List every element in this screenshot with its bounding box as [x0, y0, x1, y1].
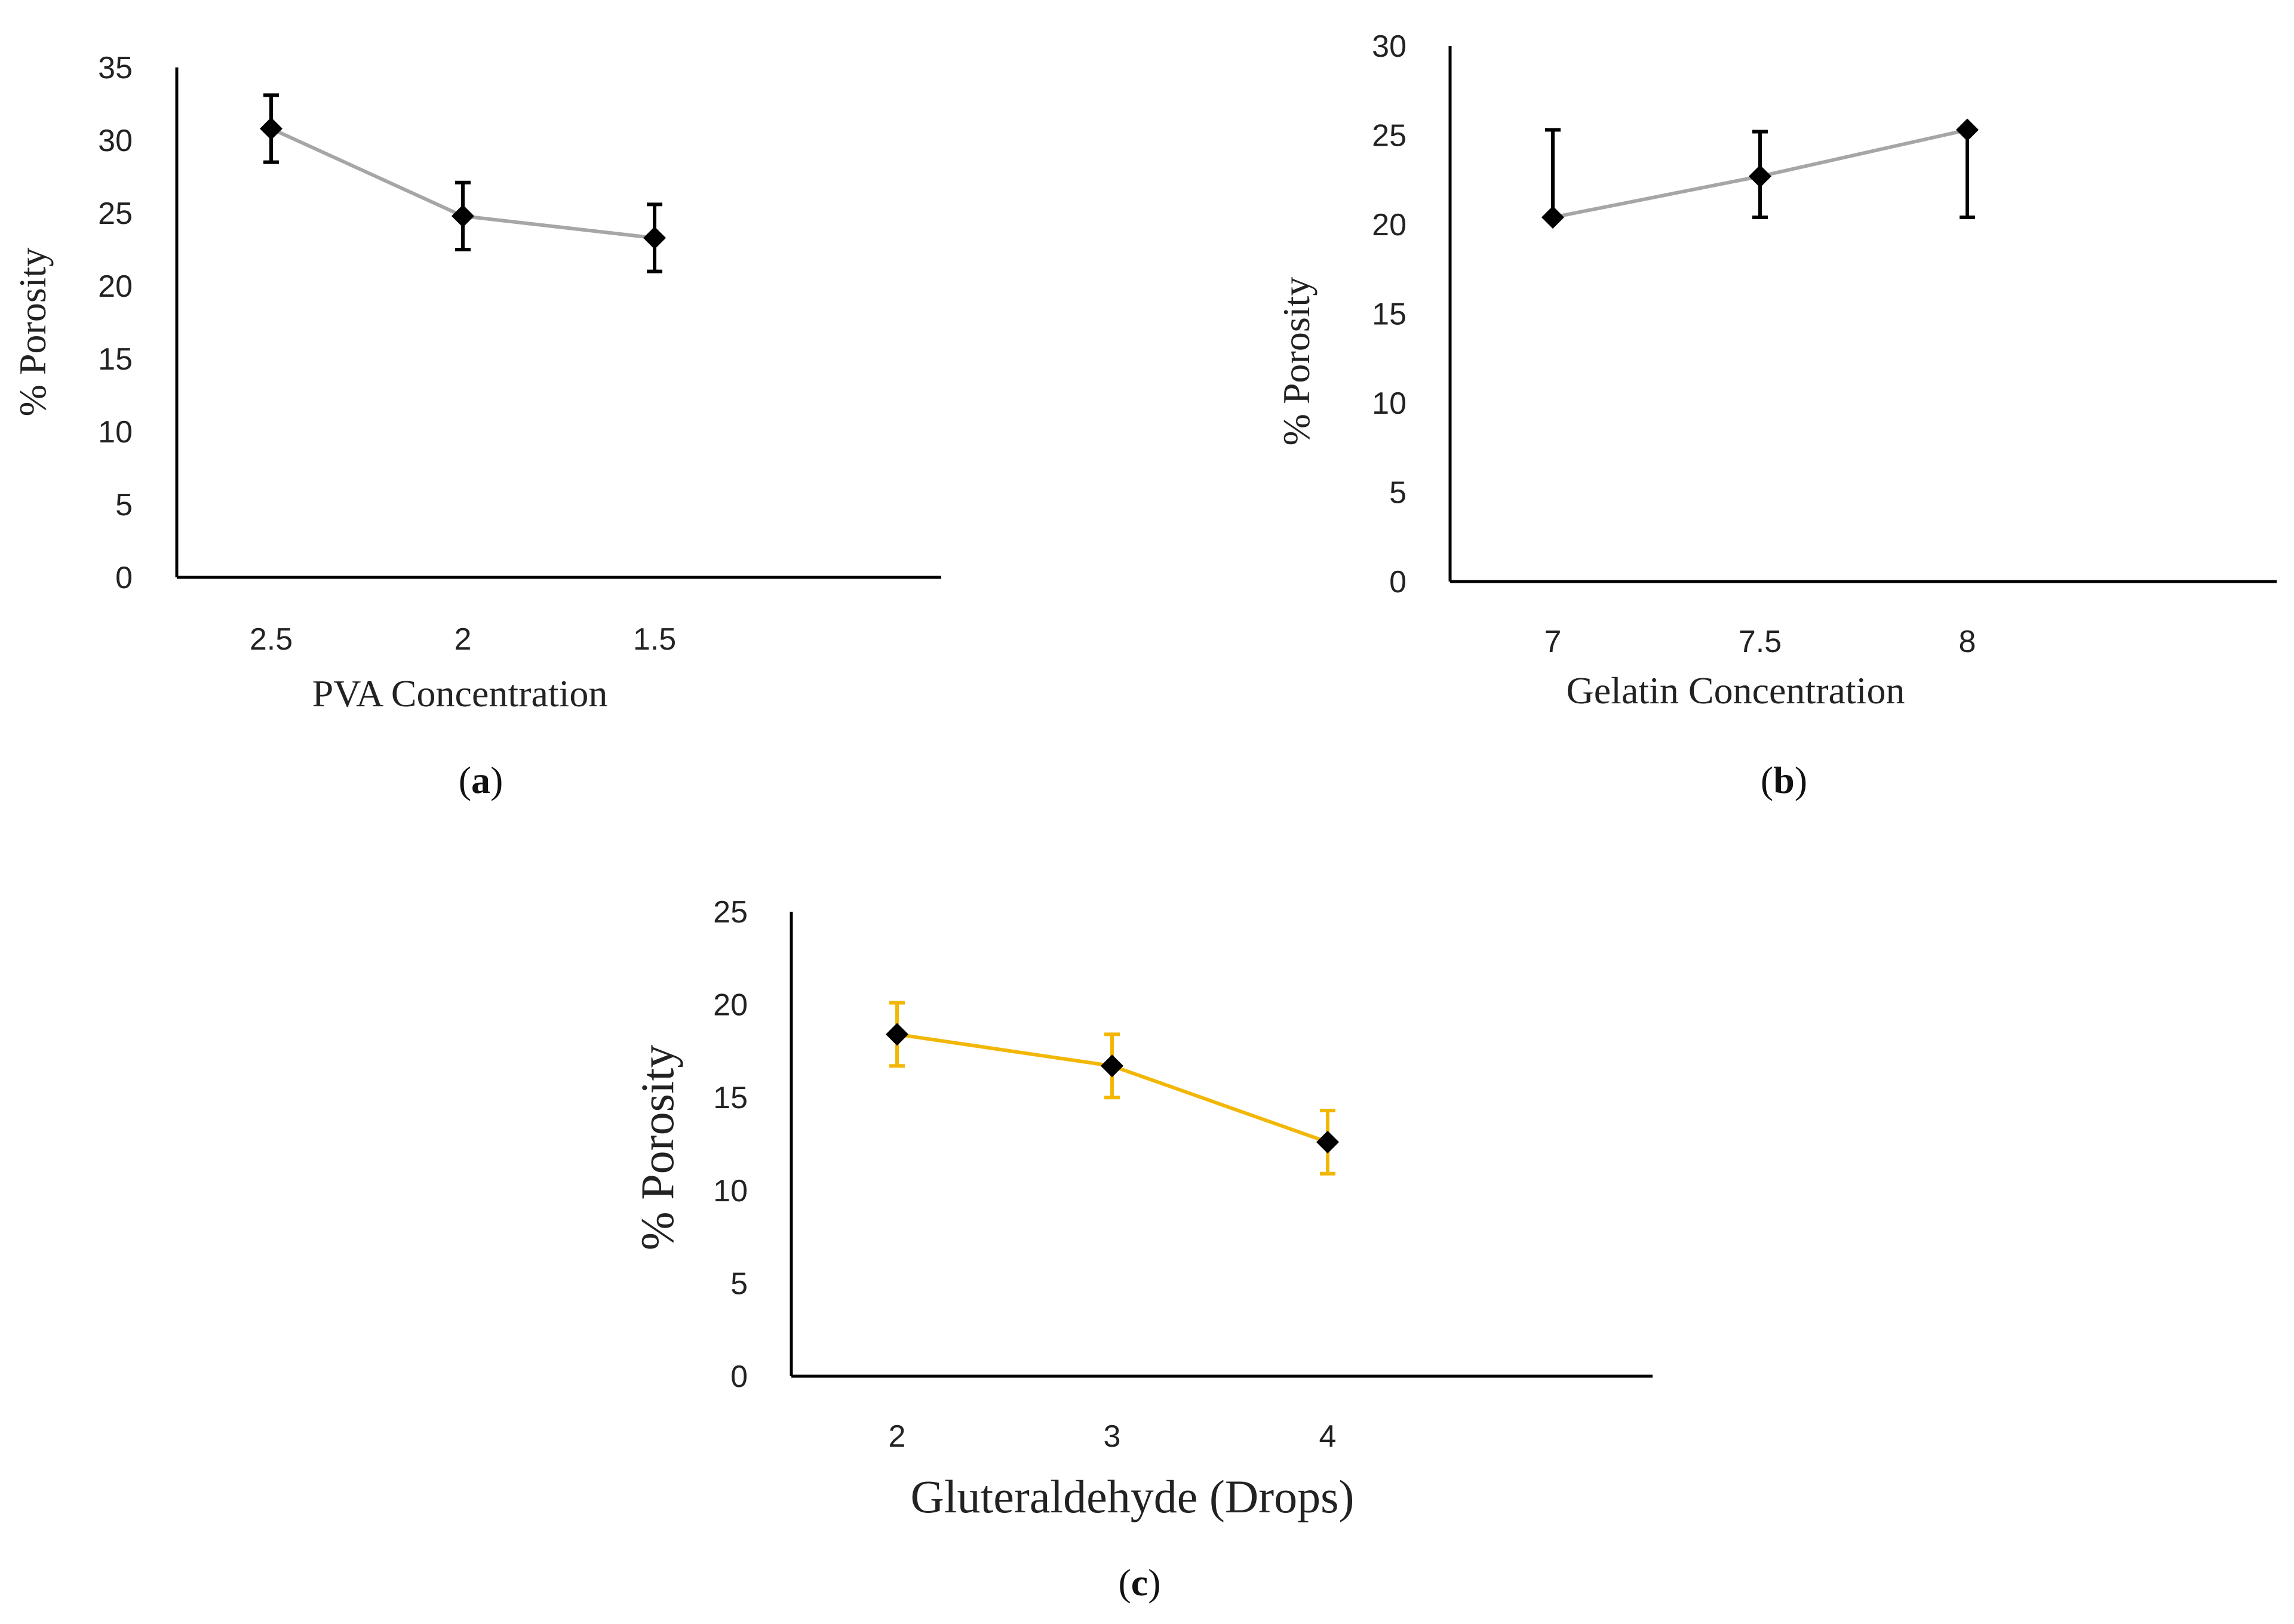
y-tick-label: 30	[1372, 29, 1407, 64]
y-tick-label: 0	[1389, 565, 1407, 599]
data-point-marker	[1749, 165, 1771, 188]
x-axis-title: PVA Concentration	[312, 672, 608, 715]
error-bar	[1960, 130, 1975, 220]
y-axis-title: % Porosity	[11, 248, 54, 417]
x-axis-title: Gelatin Concentration	[1567, 669, 1905, 712]
y-tick-label: 20	[713, 988, 748, 1023]
y-tick-label: 20	[98, 269, 133, 304]
panel-label: (c)	[1118, 1561, 1160, 1604]
x-tick-label: 1.5	[633, 622, 676, 657]
y-tick-label: 10	[713, 1174, 748, 1208]
y-tick-label: 15	[1372, 297, 1407, 332]
data-point-marker	[1101, 1054, 1123, 1078]
x-tick-label: 4	[1319, 1419, 1337, 1454]
data-point-marker	[1316, 1130, 1339, 1154]
chart-b-gelatin-concentration: 0 5 10 15 20 25 30 7 7.5 8 Gelatin Concentration % …	[1275, 29, 2277, 801]
y-tick-label: 10	[1372, 386, 1407, 421]
panel-label: (b)	[1761, 759, 1807, 801]
y-tick-label: 20	[1372, 208, 1407, 242]
y-tick-label: 15	[713, 1081, 748, 1115]
y-tick-label: 35	[98, 51, 133, 85]
y-tick-label: 10	[98, 415, 133, 450]
y-tick-label: 0	[115, 561, 133, 595]
data-point-marker	[452, 204, 474, 227]
x-tick-label: 3	[1104, 1419, 1121, 1454]
data-point-marker	[1956, 118, 1979, 142]
x-tick-label: 2	[889, 1419, 906, 1454]
x-tick-label: 7	[1544, 625, 1562, 659]
panel-label-letter: a	[471, 759, 490, 801]
y-tick-label: 5	[1389, 476, 1407, 510]
x-axis-title: Gluteraldehyde (Drops)	[911, 1471, 1355, 1522]
y-tick-label: 0	[730, 1360, 748, 1394]
y-tick-label: 5	[115, 488, 133, 522]
panel-label-letter: b	[1773, 759, 1795, 801]
data-point-marker	[1541, 206, 1564, 229]
panel-label-close-paren: )	[490, 759, 503, 801]
chart-a-pva-concentration: 0 5 10 15 20 25 30 35 2.5 2 1.5 PVA Concentration % …	[11, 51, 941, 801]
panel-label-letter: c	[1131, 1561, 1148, 1604]
x-tick-label: 7.5	[1739, 625, 1782, 659]
data-point-marker	[643, 226, 666, 250]
panel-label: (a)	[459, 759, 503, 801]
panel-label-open-paren: (	[459, 759, 471, 801]
error-bar	[1545, 128, 1561, 218]
x-tick-label: 2	[454, 622, 472, 657]
panel-label-close-paren: )	[1795, 759, 1807, 801]
y-tick-label: 30	[98, 124, 133, 158]
panel-label-close-paren: )	[1148, 1561, 1160, 1604]
panel-label-open-paren: (	[1118, 1561, 1131, 1604]
y-tick-label: 25	[1372, 119, 1407, 153]
y-tick-label: 25	[713, 895, 748, 930]
y-tick-label: 5	[730, 1266, 748, 1301]
panel-label-open-paren: (	[1761, 759, 1773, 801]
data-point-marker	[886, 1023, 908, 1046]
data-point-marker	[260, 117, 282, 140]
chart-c-gluteraldehyde-drops: 0 5 10 15 20 25 2 3 4 Gluteraldehyde (Drops) % Por…	[631, 895, 1653, 1604]
x-tick-label: 2.5	[250, 622, 293, 657]
x-tick-label: 8	[1959, 625, 1976, 659]
y-tick-label: 15	[98, 342, 133, 377]
y-axis-title: % Porosity	[1275, 277, 1318, 446]
y-axis-title: % Porosity	[631, 1045, 683, 1251]
y-tick-label: 25	[98, 196, 133, 231]
